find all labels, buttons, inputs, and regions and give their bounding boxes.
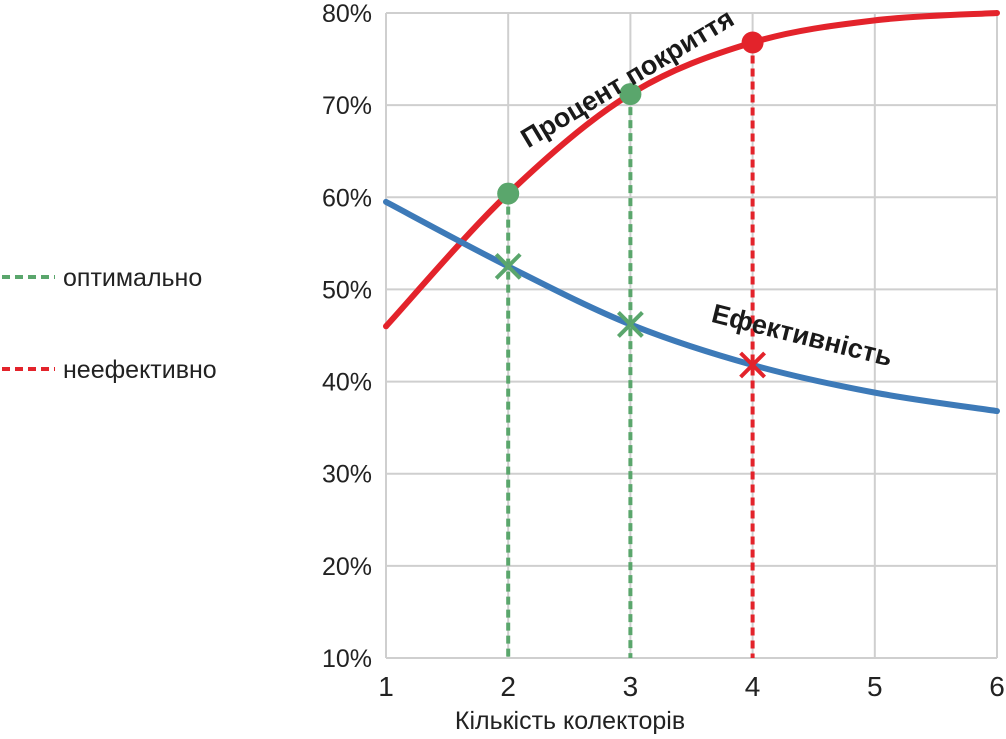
x-tick-label: 3	[623, 671, 639, 702]
y-tick-label: 30%	[322, 461, 372, 489]
x-axis-ticks: 1 2 3 4 5 6	[378, 671, 1005, 702]
y-axis-ticks: 80% 70% 60% 50% 40% 30% 20% 10%	[322, 0, 372, 673]
y-tick-label: 60%	[322, 184, 372, 212]
x-tick-label: 5	[867, 671, 883, 702]
y-tick-label: 40%	[322, 369, 372, 397]
markers	[494, 31, 767, 379]
series-line-coverage	[383, 10, 1000, 330]
legend-inefficient-label: неефективно	[63, 356, 217, 384]
y-tick-label: 70%	[322, 92, 372, 120]
x-tick-label: 6	[989, 671, 1005, 702]
series-lines	[383, 10, 1000, 415]
grid	[385, 12, 998, 659]
legend-optimal-label: оптимально	[63, 264, 202, 292]
coverage-point	[741, 31, 764, 54]
x-axis-label: Кількість колекторів	[455, 707, 685, 735]
x-tick-label: 4	[745, 671, 761, 702]
x-tick-label: 1	[378, 671, 394, 702]
y-tick-label: 10%	[322, 645, 372, 673]
coverage-point	[497, 182, 520, 205]
marker-drop-lines	[506, 42, 755, 658]
coverage-point	[619, 83, 642, 106]
series-label-coverage: Процент покриття	[516, 3, 739, 154]
y-tick-label: 50%	[322, 276, 372, 304]
efficiency-cross	[616, 311, 644, 338]
y-tick-label: 80%	[322, 0, 372, 28]
efficiency-cross	[494, 252, 522, 280]
x-tick-label: 2	[500, 671, 516, 702]
series-line-efficiency	[383, 198, 1000, 415]
legend: оптимально неефективно	[2, 264, 217, 384]
y-tick-label: 20%	[322, 553, 372, 581]
efficiency-cross	[739, 351, 767, 379]
